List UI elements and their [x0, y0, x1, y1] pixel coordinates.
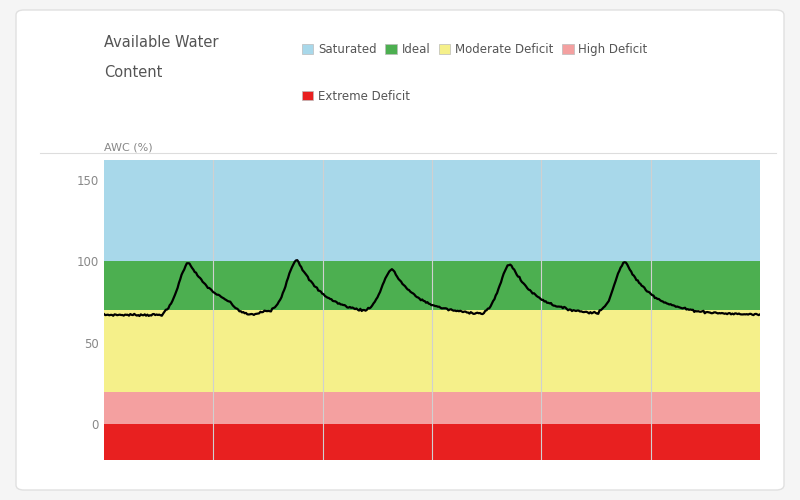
Legend: Extreme Deficit: Extreme Deficit [297, 85, 415, 108]
Text: Content: Content [104, 65, 162, 80]
Bar [104, 261, 760, 310]
Text: Available Water: Available Water [104, 35, 218, 50]
Bar [104, 424, 760, 460]
FancyBboxPatch shape [16, 10, 784, 490]
Text: AWC (%): AWC (%) [104, 142, 153, 152]
Bar [104, 392, 760, 424]
Bar [104, 310, 760, 392]
Bar [104, 160, 760, 261]
